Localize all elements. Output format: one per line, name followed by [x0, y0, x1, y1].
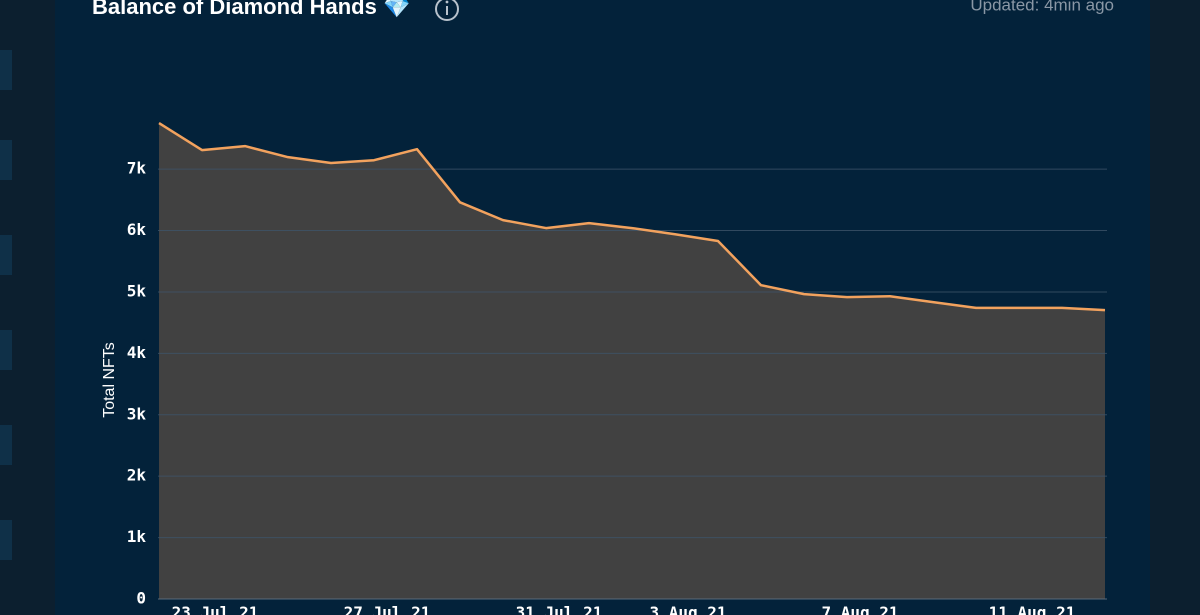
y-tick-label: 2k	[127, 466, 147, 485]
x-tick-label: 23 Jul 21	[172, 603, 259, 615]
x-tick-label: 7 Aug 21	[821, 603, 898, 615]
area	[159, 123, 1105, 600]
y-tick-label: 3k	[127, 404, 147, 423]
side-block	[0, 330, 12, 370]
updated: Updated: 4min ago	[970, 0, 1114, 14]
x-tick-label: 27 Jul 21	[344, 603, 431, 615]
y-tick-label: 0	[136, 589, 146, 608]
x-tick-label: 11 Aug 21	[989, 603, 1076, 615]
y-tick-label: 6k	[127, 220, 147, 239]
side-block	[0, 425, 12, 465]
side-block	[0, 235, 12, 275]
x-tick-label: 31 Jul 21	[516, 603, 603, 615]
info-circle	[435, 0, 459, 21]
x-tick-label: 3 Aug 21	[649, 603, 726, 615]
side-block	[0, 140, 12, 180]
info-dot	[445, 0, 449, 4]
side-block	[0, 520, 12, 560]
line	[158, 122, 1106, 312]
y-tick-label: 7k	[127, 159, 147, 178]
y-tick-label: 5k	[127, 281, 147, 300]
side-block	[0, 50, 12, 90]
info-icon[interactable]	[435, 0, 459, 21]
title: Balance of Diamond Hands 💎	[92, 0, 410, 19]
y-tick-label: 4k	[127, 343, 147, 362]
y-axis-label: Total NFTs	[101, 342, 118, 418]
y-tick-label: 1k	[127, 527, 147, 546]
